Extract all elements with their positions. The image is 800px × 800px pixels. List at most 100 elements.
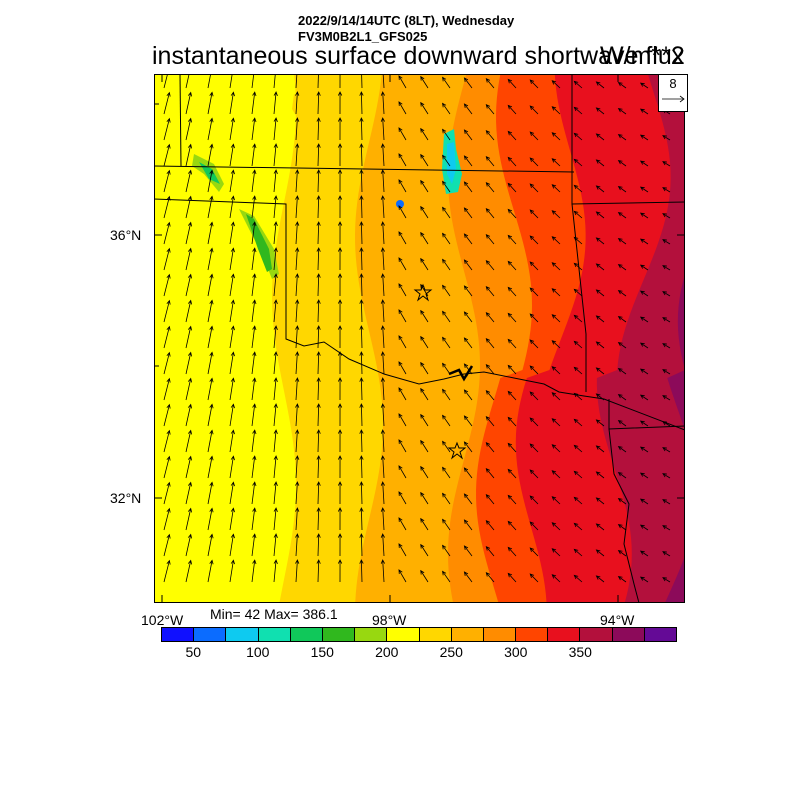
lat-label-32n: 32°N [110,490,142,506]
wind-arrow [617,523,627,531]
wind-arrow [316,429,321,453]
wind-arrow [595,107,605,115]
wind-arrow [273,559,278,583]
wind-arrow [442,414,451,427]
wind-arrow [398,153,407,167]
wind-arrow [185,429,193,453]
wind-arrow [316,533,321,557]
wind-arrow [339,74,341,89]
wind-arrow [420,413,429,427]
wind-arrow [420,465,429,479]
wind-arrow [463,285,473,297]
wind-arrow [185,117,193,141]
wind-arrow [639,108,649,115]
wind-arrow [273,377,278,401]
wind-arrow [337,117,343,141]
wind-arrow [295,455,300,479]
wind-arrow [207,455,214,479]
wind-arrow [337,143,343,167]
wind-arrow [617,367,627,375]
wind-arrow [163,299,171,323]
wind-arrow [463,337,473,349]
wind-arrow [337,91,343,115]
wind-arrow [573,158,583,167]
wind-arrow [163,377,171,401]
wind-arrow [442,76,451,89]
wind-arrow [617,497,627,505]
wind-arrow [380,507,385,531]
wind-arrow [229,221,235,245]
wind-arrow [639,446,649,453]
wind-arrow [463,519,473,531]
wind-arrow [207,195,214,219]
wind-arrow [207,299,214,323]
wind-arrow [380,195,385,219]
wind-arrow [617,159,627,167]
wind-arrow [463,441,473,453]
wind-arrow [617,341,627,349]
wind-arrow [163,195,171,219]
wind-arrow [507,130,517,141]
wind-arrow [295,91,300,115]
wind-arrow [229,299,235,323]
wind-arrow [463,103,473,115]
colorbar-swatch [387,628,420,641]
colorbar-swatch [612,628,645,641]
wind-arrow [463,311,473,323]
wind-arrow [185,351,193,375]
wind-arrow [662,421,671,427]
wind-arrow [295,117,300,141]
colorbar-swatch [451,628,484,641]
wind-arrow [185,507,193,531]
wind-arrow [251,247,257,271]
wind-arrow [529,131,539,141]
wind-arrow [380,247,385,271]
wind-arrow [316,559,321,583]
wind-arrow [485,181,495,193]
wind-arrow [163,507,171,531]
wind-arrow [380,91,385,115]
wind-arrow [337,533,343,557]
wind-arrow [359,169,364,193]
wind-arrow [398,75,407,89]
wind-arrow [273,74,276,89]
city-star-okc [413,283,433,302]
wind-arrow [463,207,473,219]
wind-arrow [662,551,671,557]
wind-arrow [398,179,407,193]
wind-arrow [359,559,364,583]
vector-reference-box: 8 [658,74,688,112]
wind-arrow [359,403,364,427]
wind-arrow [485,571,495,583]
wind-arrow [163,403,171,427]
wind-arrow [573,236,583,245]
wind-arrow [398,309,407,323]
wind-arrow [185,143,193,167]
wind-arrow [251,403,257,427]
wind-arrow [229,195,235,219]
wind-arrow [529,391,539,401]
wind-arrow [337,325,343,349]
wind-arrow [316,351,321,375]
wind-arrow [442,362,451,375]
wind-arrow [207,325,214,349]
wind-arrow [420,439,429,453]
wind-arrow [485,129,495,141]
wind-arrow [251,481,257,505]
wind-arrow [639,238,649,245]
wind-arrow [551,262,561,271]
wind-arrow [595,575,605,583]
wind-arrow [273,273,278,297]
wind-arrow [617,107,627,115]
wind-arrow [639,212,649,219]
wind-arrow [229,533,235,557]
wind-arrow [380,273,385,297]
wind-arrow [398,491,407,505]
wind-arrow [316,325,321,349]
wind-arrow [595,445,605,453]
wind-arrow [398,569,407,583]
wind-arrow [662,161,671,167]
units-label: W/m**2 [600,42,685,70]
wind-arrow [359,429,364,453]
wind-arrow [485,155,495,167]
